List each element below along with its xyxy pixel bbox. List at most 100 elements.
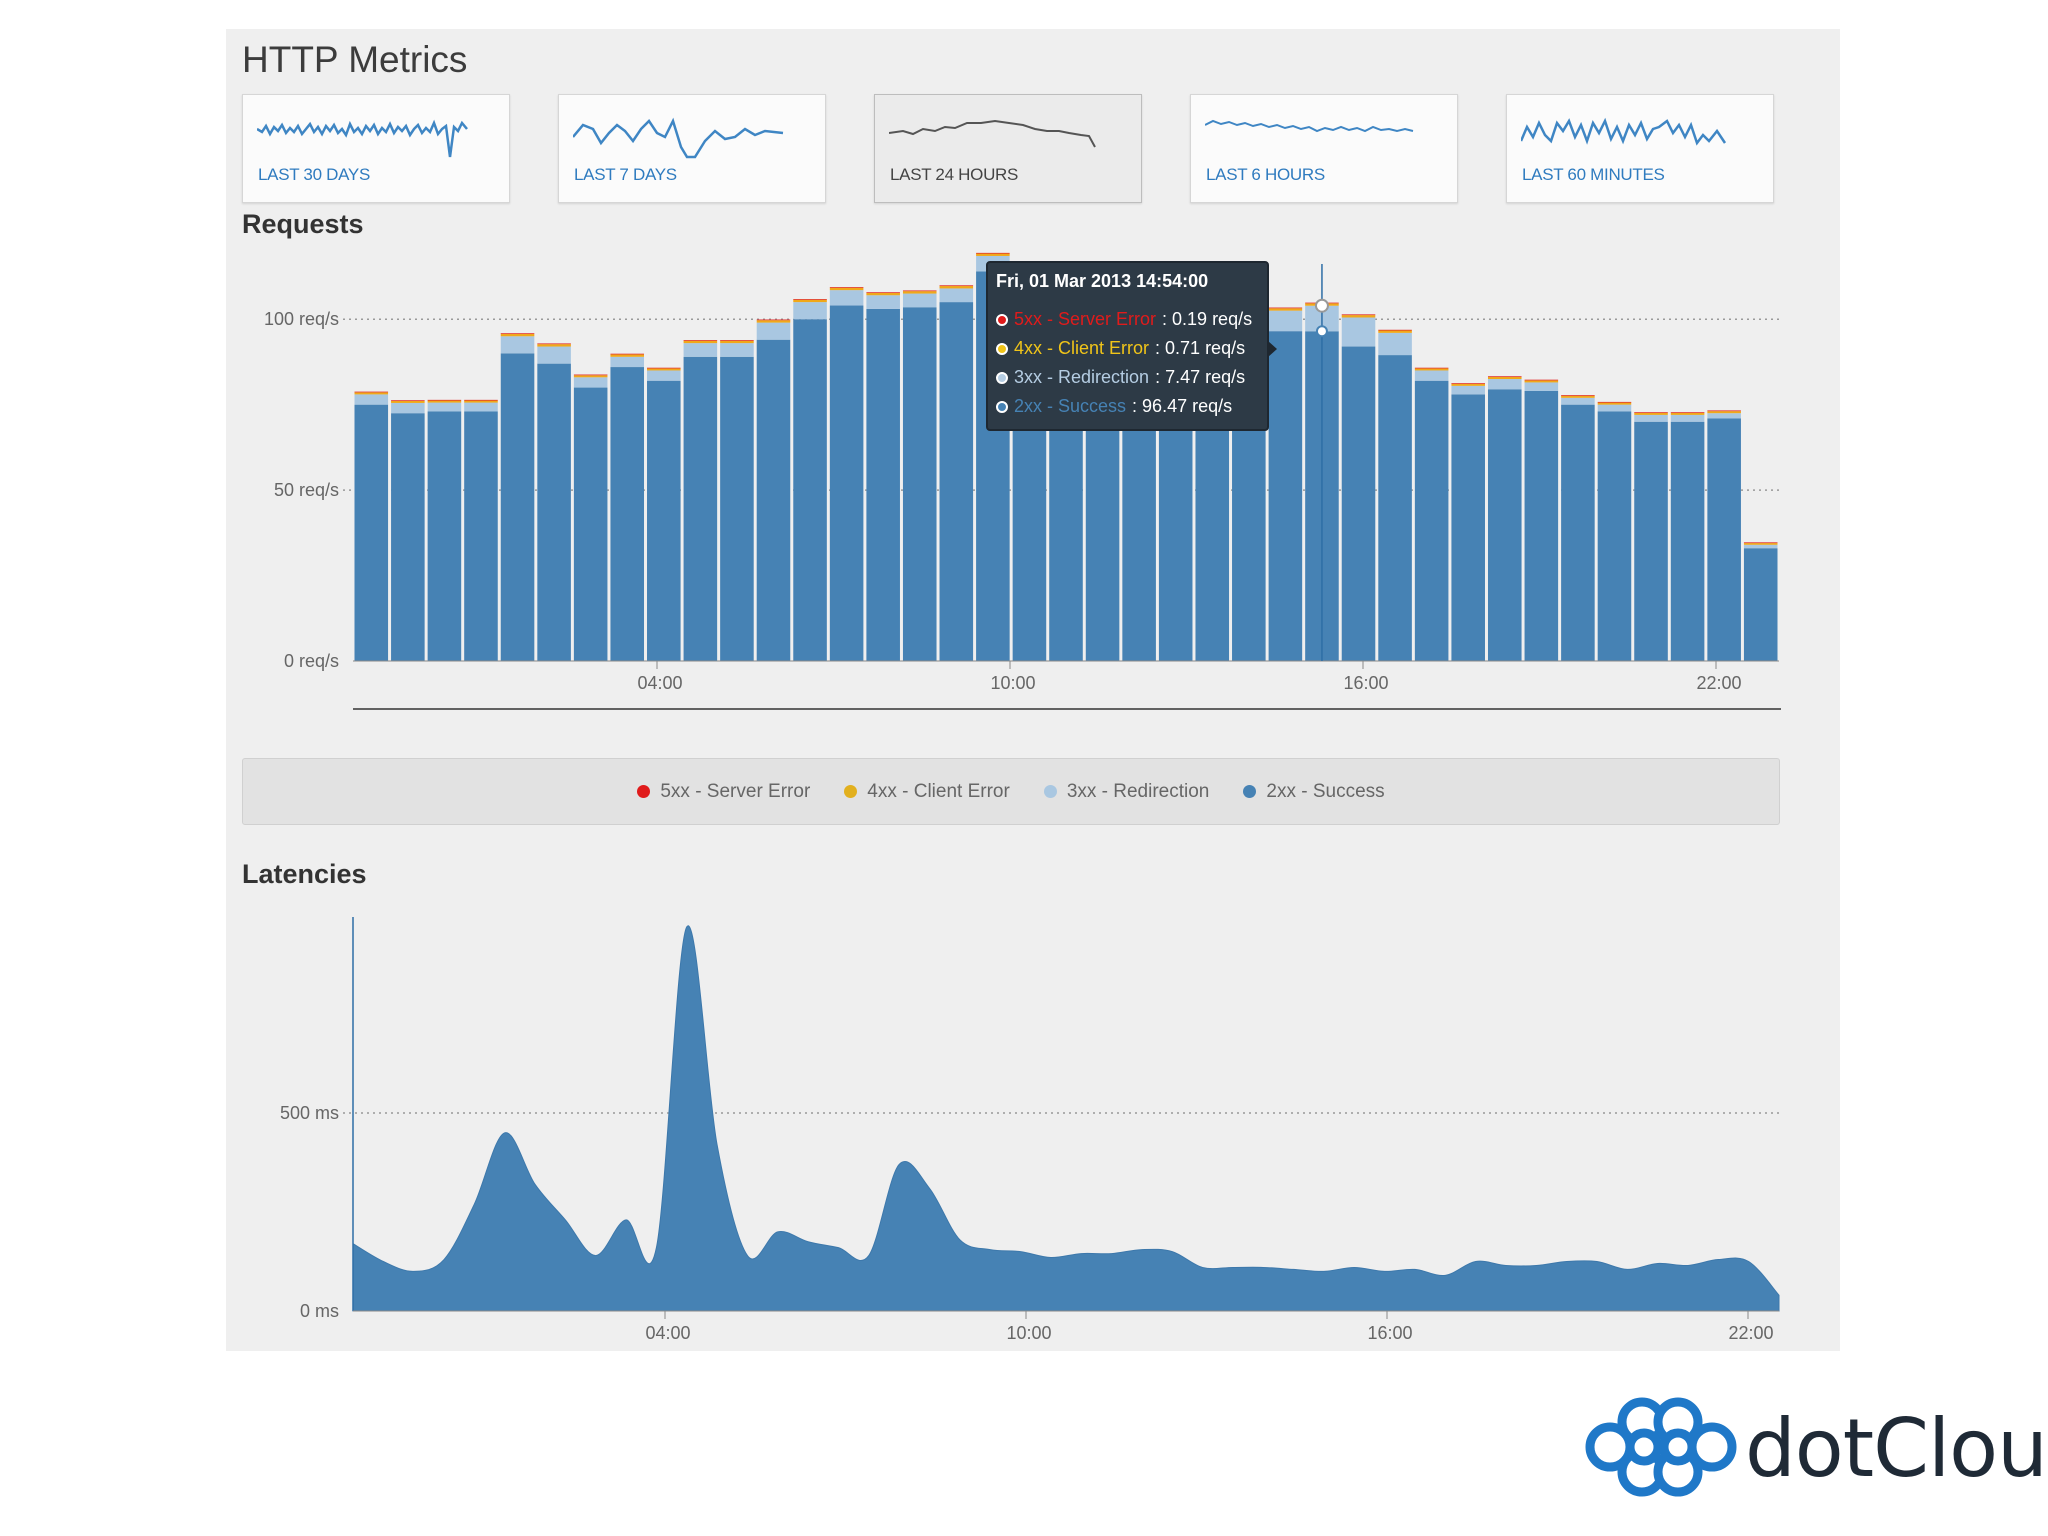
latency-x-tick-label: 16:00 [1367,1323,1412,1343]
requests-bar-segment [500,336,535,354]
requests-bar-segment [902,293,937,308]
requests-bar-segment [391,402,425,414]
requests-bar-segment [1707,410,1741,412]
legend-item[interactable]: 5xx - Server Error [637,781,810,803]
chart-tooltip: Fri, 01 Mar 2013 14:54:00 5xx - Server E… [986,261,1277,431]
requests-bar-segment [1378,332,1412,356]
requests-bar-segment [720,340,754,344]
requests-bar-segment [354,394,389,405]
requests-bar-segment [354,404,389,661]
range-card-30-days[interactable]: LAST 30 DAYS [242,94,510,203]
requests-bar-segment [427,399,462,401]
requests-y-tick-label: 50 req/s [274,480,339,500]
range-card-7-days[interactable]: LAST 7 DAYS [558,94,826,203]
requests-bar-segment [1451,385,1485,395]
requests-bar-segment [1634,421,1668,661]
requests-bar-segment [1414,370,1449,381]
requests-bar-segment [939,288,974,303]
requests-bar-segment [1341,346,1376,661]
requests-bar-segment [902,291,937,294]
legend-item[interactable]: 2xx - Success [1243,781,1385,803]
range-card-24-hours[interactable]: LAST 24 HOURS [874,94,1142,203]
latency-x-tick-label: 04:00 [645,1323,690,1343]
requests-bar-segment [464,411,498,661]
requests-bar-segment [1670,414,1705,422]
requests-bar-segment [537,343,571,345]
requests-bar-segment [573,387,608,661]
tooltip-series-value: : 96.47 req/s [1132,396,1233,416]
requests-bar-segment [866,292,900,293]
hover-marker [1315,325,1328,338]
requests-x-tick-label: 16:00 [1343,673,1388,693]
tooltip-series-value: : 7.47 req/s [1155,367,1246,387]
requests-bar-segment [1487,376,1522,380]
page-title: HTTP Metrics [242,39,468,80]
requests-bar-segment [1414,380,1449,661]
requests-bar-segment [683,343,718,357]
requests-bar-segment [1670,421,1705,661]
requests-bar-segment [720,343,754,357]
requests-x-tick-label: 22:00 [1696,673,1741,693]
latency-y-tick-label: 0 ms [300,1301,339,1321]
requests-bar-segment [610,353,645,355]
legend-dot-icon [1243,785,1257,798]
requests-bar-segment [1451,383,1485,384]
requests-bar-segment [1487,379,1522,390]
tooltip-series-name: 5xx - Server Error [1014,309,1157,329]
tooltip-dot-icon [996,371,1008,384]
requests-bar-segment [537,344,571,347]
requests-bar-segment [610,356,645,368]
requests-bar-segment [1268,308,1303,311]
range-label: LAST 7 DAYS [574,165,677,184]
range-card-60-minutes[interactable]: LAST 60 MINUTES [1506,94,1774,203]
tooltip-title: Fri, 01 Mar 2013 14:54:00 [996,271,1209,291]
dotcloud-logo-icon [1585,1397,1737,1497]
requests-bar-segment [793,299,827,303]
requests-bar-segment [976,253,1010,256]
requests-bar-segment [1743,543,1778,545]
sparkline-6-hours [1205,119,1414,133]
range-card-6-hours[interactable]: LAST 6 HOURS [1190,94,1458,203]
requests-bar-segment [1341,315,1376,318]
requests-bar-segment [1524,380,1559,383]
legend-label: 4xx - Client Error [867,780,1010,802]
requests-bar-segment [829,287,864,291]
requests-bar-segment [1487,389,1522,661]
requests-bar-segment [1451,383,1485,386]
range-label: LAST 6 HOURS [1206,165,1325,184]
requests-x-tick-label: 04:00 [637,673,682,693]
requests-bar-segment [866,292,900,296]
legend-dot-icon [1043,785,1057,798]
requests-bar-segment [1378,355,1412,661]
hover-marker [1314,298,1329,313]
requests-bar-segment [1414,367,1449,369]
requests-bar-segment [1634,412,1668,413]
requests-bar-segment [1268,331,1303,661]
requests-bar-segment [647,380,681,661]
legend-item[interactable]: 3xx - Redirection [1043,781,1209,803]
requests-bar-segment [1561,404,1595,661]
requests-bar-segment [1707,413,1741,419]
requests-x-tick-label: 10:00 [990,673,1035,693]
tooltip-row-2xx: 2xx - Success : 96.47 req/s [996,396,1232,417]
requests-y-tick-label: 100 req/s [264,309,339,329]
range-label: LAST 60 MINUTES [1522,165,1665,184]
tooltip-series-name: 2xx - Success [1014,396,1127,416]
chart-legend: 5xx - Server Error 4xx - Client Error 3xx … [242,758,1780,825]
legend-item[interactable]: 4xx - Client Error [844,781,1010,803]
requests-bar-segment [1743,542,1778,544]
requests-bar-segment [1524,382,1559,391]
requests-bar-segment [464,402,498,412]
requests-bar-segment [939,286,974,289]
requests-bar-segment [939,285,974,287]
requests-bar-segment [1451,394,1485,661]
requests-bar-segment [354,391,389,393]
requests-bar-segment [427,411,462,661]
requests-bar-segment [1341,317,1376,347]
requests-bar-segment [683,340,718,341]
requests-bar-segment [1561,397,1595,405]
requests-bar-segment [573,377,608,388]
range-label: LAST 30 DAYS [258,165,370,184]
requests-bar-segment [756,320,791,323]
requests-bar-segment [1524,390,1559,661]
